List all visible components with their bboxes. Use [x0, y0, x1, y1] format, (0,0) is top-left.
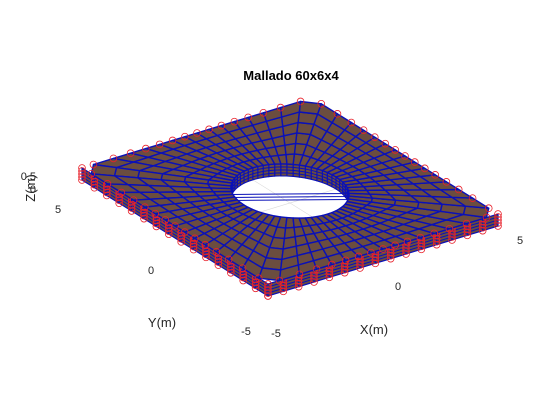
x-tick-5: 5: [517, 235, 523, 247]
z-axis-label: Z(m): [23, 174, 38, 201]
y-tick-minus5: -5: [241, 326, 251, 338]
x-axis-label: X(m): [360, 322, 388, 337]
plot-title: Mallado 60x6x4: [243, 68, 339, 83]
y-tick-0: 0: [148, 265, 154, 277]
x-tick-minus5: -5: [271, 328, 281, 340]
y-axis-label: Y(m): [148, 315, 176, 330]
y-tick-5: 5: [55, 204, 61, 216]
x-tick-0: 0: [395, 281, 401, 293]
